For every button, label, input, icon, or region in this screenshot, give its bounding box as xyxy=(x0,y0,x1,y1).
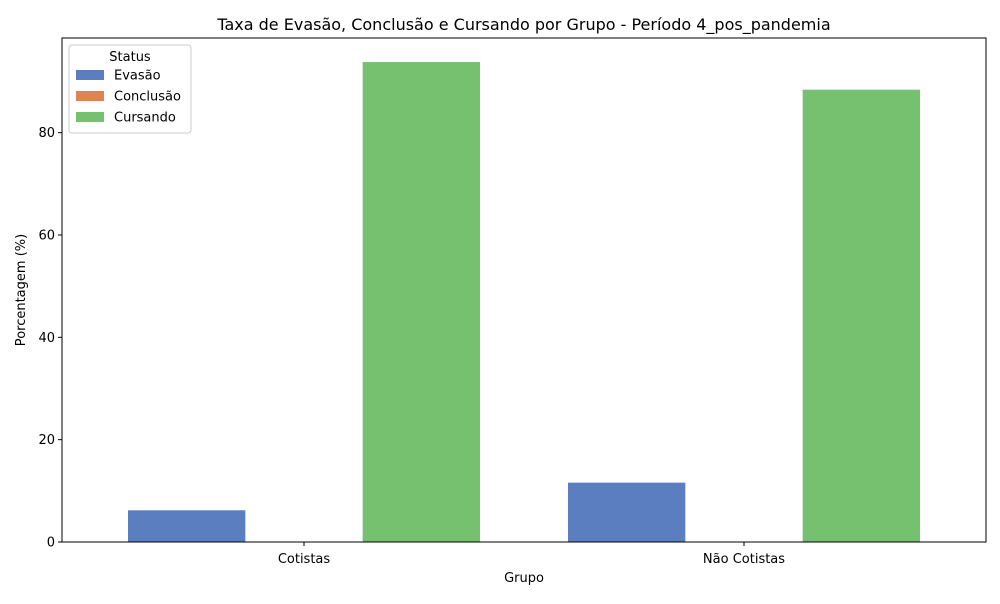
y-tick-label: 80 xyxy=(38,126,55,141)
x-tick-label: Não Cotistas xyxy=(703,552,785,567)
bar-cursando-2 xyxy=(802,89,920,542)
bars-group xyxy=(128,62,920,542)
y-tick-label: 20 xyxy=(38,433,55,448)
bar-evasao-2 xyxy=(568,482,686,542)
x-axis-ticks: Cotistas Não Cotistas xyxy=(278,542,785,567)
legend-swatch xyxy=(76,70,104,80)
legend-label: Conclusão xyxy=(114,90,181,105)
legend-swatch xyxy=(76,91,104,101)
legend-label: Evasão xyxy=(114,69,161,84)
y-axis-label: Porcentagem (%) xyxy=(14,234,29,346)
plot-frame xyxy=(61,37,987,543)
x-axis-label: Grupo xyxy=(504,571,544,586)
y-axis-ticks: 0 20 40 60 80 xyxy=(38,126,62,551)
legend: Status Evasão Conclusão Cursando xyxy=(68,44,192,134)
y-tick-label: 60 xyxy=(38,228,55,243)
y-tick-label: 0 xyxy=(47,536,55,551)
legend-items: Evasão Conclusão Cursando xyxy=(76,69,181,126)
y-tick-label: 40 xyxy=(38,331,55,346)
x-tick-label: Cotistas xyxy=(278,552,331,567)
legend-title: Status xyxy=(109,50,151,65)
legend-box xyxy=(68,44,192,134)
bar-cursando-1 xyxy=(362,62,480,542)
legend-swatch xyxy=(76,112,104,122)
chart-title: Taxa de Evasão, Conclusão e Cursando por… xyxy=(216,15,830,35)
legend-label: Cursando xyxy=(114,111,176,126)
bar-evasao-1 xyxy=(128,510,246,542)
